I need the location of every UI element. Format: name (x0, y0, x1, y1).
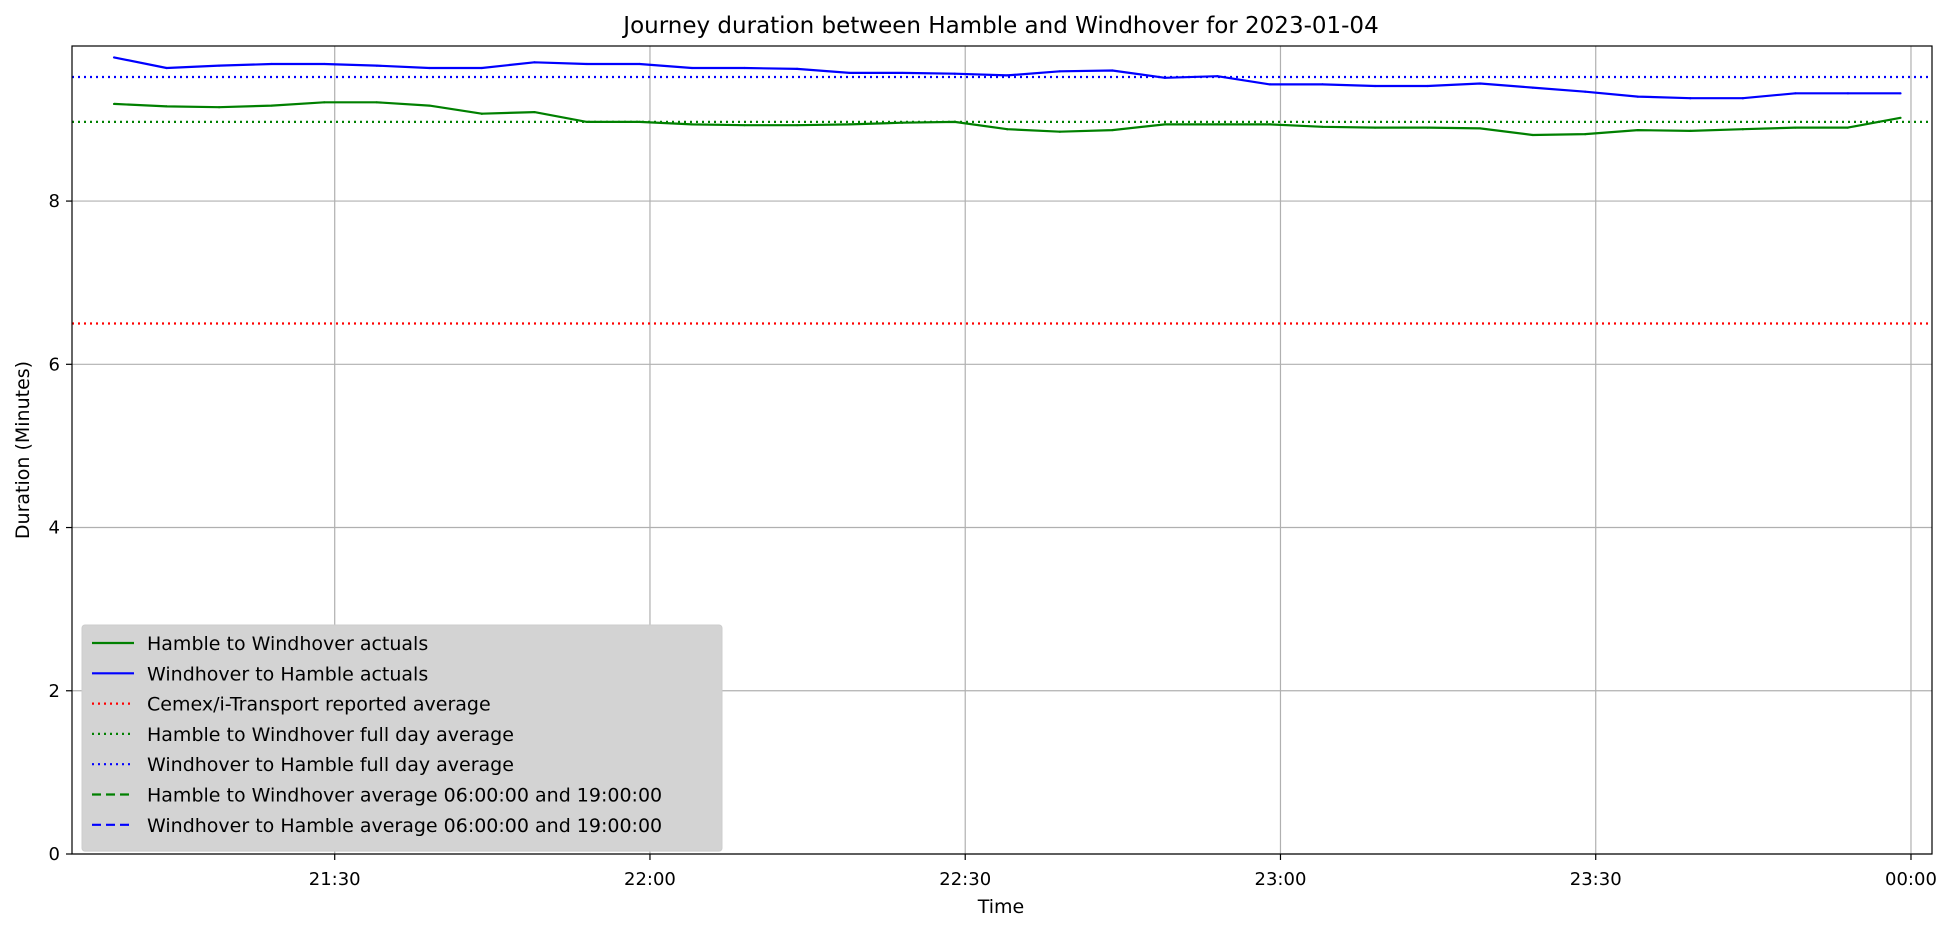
data-point (795, 124, 799, 127)
legend-label: Hamble to Windhover average 06:00:00 and… (147, 785, 662, 807)
data-point (743, 124, 746, 127)
data-point (533, 61, 536, 64)
data-point (1689, 129, 1692, 132)
data-point (1111, 128, 1114, 132)
x-axis-title: Time (977, 896, 1025, 918)
data-point (112, 102, 116, 106)
y-axis-title: Duration (Minutes) (12, 361, 34, 539)
data-point (1321, 83, 1324, 86)
data-point (1321, 125, 1324, 128)
x-tick-label: 00:00 (1885, 869, 1937, 890)
data-point (1479, 127, 1482, 130)
chart-title: Journey duration between Hamble and Wind… (621, 13, 1378, 39)
data-point (323, 62, 326, 66)
data-point (1268, 83, 1272, 86)
y-tick-label: 6 (49, 354, 60, 375)
data-point (743, 66, 746, 70)
data-point (375, 64, 378, 67)
data-point (218, 64, 221, 67)
data-point (585, 62, 589, 66)
data-point (270, 62, 273, 66)
data-point (690, 66, 694, 70)
data-point (1584, 133, 1587, 136)
plot-frame (71, 45, 1933, 855)
data-point (270, 104, 273, 107)
data-point (1006, 74, 1009, 77)
data-point (585, 120, 589, 124)
data-point (1058, 130, 1061, 133)
x-tick-label: 21:30 (309, 869, 361, 890)
data-point (323, 101, 326, 104)
data-point (428, 104, 431, 107)
data-point (1899, 116, 1902, 119)
data-point (165, 105, 168, 108)
data-point (1373, 126, 1377, 129)
legend-label: Hamble to Windhover full day average (147, 724, 514, 746)
data-point (1268, 123, 1272, 126)
y-tick-label: 2 (49, 681, 60, 702)
data-point (1636, 128, 1639, 132)
data-point (1846, 126, 1850, 129)
plot-series (72, 56, 1932, 325)
legend-label: Cemex/i-Transport reported average (147, 694, 491, 716)
legend-box (81, 624, 723, 852)
x-tick-label: 22:00 (624, 869, 676, 890)
data-point (375, 101, 378, 104)
data-point (1741, 128, 1744, 131)
data-point (638, 62, 641, 66)
x-tick-label: 22:30 (939, 869, 991, 890)
data-point (1846, 92, 1850, 95)
data-point (1479, 82, 1482, 85)
data-point (1426, 126, 1429, 129)
data-point (953, 72, 956, 75)
data-point (112, 56, 116, 59)
legend-label: Hamble to Windhover actuals (147, 633, 428, 655)
x-tick-label: 23:00 (1255, 869, 1307, 890)
data-point (638, 120, 641, 124)
legend-label: Windhover to Hamble average 06:00:00 and… (147, 815, 662, 837)
data-point (848, 71, 851, 75)
data-point (901, 71, 904, 75)
data-point (1216, 75, 1219, 78)
data-point (795, 67, 799, 70)
data-point (1006, 128, 1009, 131)
y-tick-label: 0 (49, 844, 60, 865)
x-tick-label: 23:30 (1570, 869, 1622, 890)
data-point (1531, 86, 1534, 89)
axis-ticks: 21:30 22:00 22:30 23:00 23:30 00:00 0 2 4 6 8 (49, 191, 1937, 890)
data-point (690, 123, 694, 126)
data-point (428, 66, 431, 70)
data-point (1794, 92, 1797, 95)
data-point (1111, 69, 1114, 72)
data-point (1531, 133, 1534, 137)
data-point (533, 111, 536, 114)
legend-label: Windhover to Hamble actuals (147, 663, 428, 685)
data-point (1636, 95, 1639, 98)
legend-label: Windhover to Hamble full day average (147, 754, 514, 776)
data-point (1163, 123, 1166, 126)
data-point (1899, 92, 1902, 95)
data-point (1058, 70, 1061, 73)
data-point (480, 112, 483, 115)
data-point (1689, 97, 1692, 100)
data-point (1216, 123, 1219, 126)
data-point (848, 123, 851, 126)
data-point (165, 66, 168, 70)
data-point (1426, 84, 1429, 88)
data-point (1741, 97, 1744, 100)
data-point (218, 106, 221, 109)
data-point (1373, 84, 1377, 88)
y-tick-label: 4 (49, 518, 60, 539)
y-tick-label: 8 (49, 191, 60, 212)
data-point (1584, 90, 1587, 93)
data-point (1794, 126, 1797, 129)
data-point (480, 66, 483, 70)
legend: Hamble to Windhover actuals Windhover to … (81, 624, 723, 852)
